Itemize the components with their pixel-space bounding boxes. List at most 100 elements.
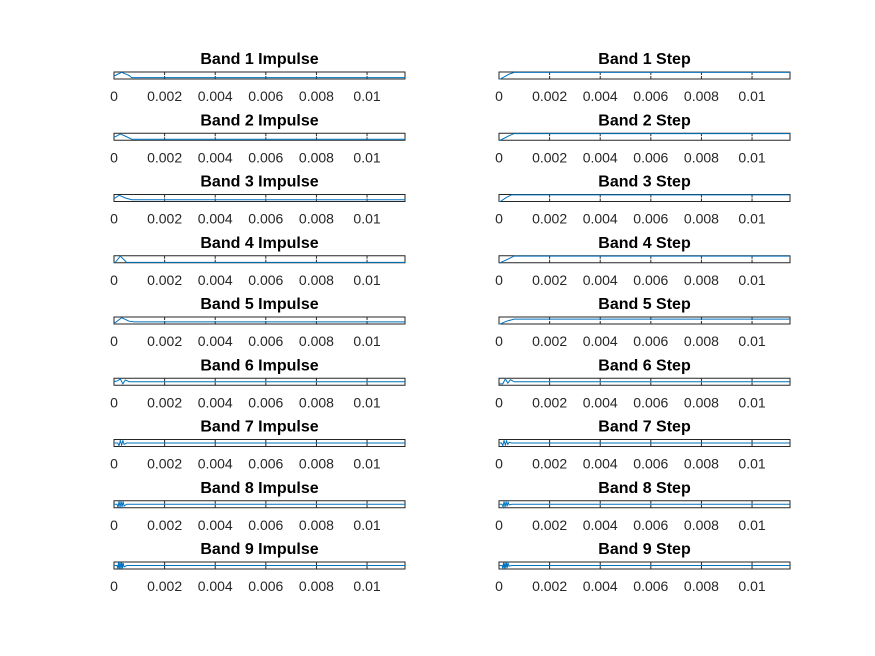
subplot-panel: Band 1 Step 0 0.002 0.004 0.006 0.008 0.01	[495, 51, 791, 104]
x-tick-label: 0.004	[583, 517, 618, 533]
x-tick-label: 0.008	[684, 211, 719, 227]
x-tick-label: 0.006	[248, 456, 283, 472]
x-tick-label: 0.004	[583, 394, 618, 410]
x-tick-label: 0.002	[532, 272, 567, 288]
subplot-panel: Band 7 Impulse 0 0.002 0.004 0.006 0.008 0.01	[110, 419, 406, 472]
subplot-title: Band 1 Impulse	[200, 51, 318, 68]
series-line	[499, 377, 790, 385]
x-tick-label: 0.01	[738, 578, 765, 594]
subplot-panel: Band 7 Step 0 0.002 0.004 0.006 0.008 0.01	[495, 419, 791, 472]
x-tick-label: 0.008	[684, 394, 719, 410]
x-tick-label: 0.008	[299, 88, 334, 104]
subplot-title: Band 8 Impulse	[200, 480, 318, 497]
axes-box	[498, 316, 791, 325]
x-tick-label: 0.004	[583, 88, 618, 104]
subplot-title: Band 2 Step	[598, 112, 691, 129]
x-tick-label: 0.004	[198, 149, 233, 165]
series-line	[114, 194, 405, 201]
series-line	[114, 71, 405, 79]
x-tick-label: 0	[495, 578, 503, 594]
x-tick-label: 0.002	[532, 578, 567, 594]
x-tick-label: 0.006	[248, 272, 283, 288]
x-tick-label: 0	[495, 517, 503, 533]
x-tick-label: 0.002	[147, 333, 182, 349]
subplot-title: Band 1 Step	[598, 51, 691, 68]
subplot-panel: Band 4 Impulse 0 0.002 0.004 0.006 0.008 0.01	[110, 235, 406, 288]
series-line	[499, 71, 790, 80]
x-tick-label: 0	[110, 394, 118, 410]
x-tick-label: 0	[495, 211, 503, 227]
subplot-panel: Band 6 Step 0 0.002 0.004 0.006 0.008 0.01	[495, 357, 791, 410]
subplot-panel: Band 5 Step 0 0.002 0.004 0.006 0.008 0.01	[495, 296, 791, 349]
subplot-panel: Band 4 Step 0 0.002 0.004 0.006 0.008 0.01	[495, 235, 791, 288]
x-tick-label: 0.004	[198, 272, 233, 288]
subplot-title: Band 3 Step	[598, 174, 691, 191]
x-tick-label: 0.006	[633, 272, 668, 288]
x-tick-label: 0.006	[633, 578, 668, 594]
x-tick-label: 0	[495, 333, 503, 349]
subplot-title: Band 6 Impulse	[200, 357, 318, 374]
x-tick-label: 0.002	[147, 272, 182, 288]
subplot-title: Band 4 Impulse	[200, 235, 318, 252]
x-tick-label: 0.008	[684, 149, 719, 165]
x-tick-label: 0.002	[147, 88, 182, 104]
x-tick-label: 0.006	[633, 517, 668, 533]
series-line	[499, 318, 790, 325]
subplot-title: Band 4 Step	[598, 235, 691, 252]
x-tick-label: 0.002	[532, 149, 567, 165]
x-tick-label: 0.01	[353, 578, 380, 594]
subplot-title: Band 8 Step	[598, 480, 691, 497]
x-tick-label: 0.002	[147, 578, 182, 594]
x-tick-label: 0.006	[248, 517, 283, 533]
x-tick-label: 0.002	[147, 149, 182, 165]
x-tick-label: 0.006	[248, 211, 283, 227]
subplot-panel: Band 2 Step 0 0.002 0.004 0.006 0.008 0.01	[495, 112, 791, 165]
x-tick-label: 0.008	[299, 333, 334, 349]
subplot-title: Band 9 Impulse	[200, 541, 318, 558]
x-tick-label: 0.01	[353, 149, 380, 165]
series-line	[114, 317, 405, 324]
x-tick-label: 0	[110, 578, 118, 594]
x-tick-label: 0.002	[147, 211, 182, 227]
axes-box	[113, 316, 406, 325]
x-tick-label: 0.008	[299, 394, 334, 410]
series-line	[114, 255, 405, 263]
x-tick-label: 0.004	[198, 578, 233, 594]
x-tick-label: 0.002	[532, 88, 567, 104]
x-tick-label: 0.01	[353, 333, 380, 349]
subplot-title: Band 3 Impulse	[200, 174, 318, 191]
x-tick-label: 0	[495, 456, 503, 472]
axes-box	[498, 194, 791, 202]
series-line	[114, 133, 405, 140]
x-tick-label: 0.006	[248, 333, 283, 349]
x-tick-label: 0.004	[198, 211, 233, 227]
x-tick-label: 0.01	[353, 456, 380, 472]
subplot-title: Band 6 Step	[598, 357, 691, 374]
x-tick-label: 0.01	[353, 88, 380, 104]
subplot-panel: Band 3 Impulse 0 0.002 0.004 0.006 0.008 0.01	[110, 174, 406, 227]
x-tick-label: 0.008	[684, 456, 719, 472]
x-tick-label: 0.002	[532, 517, 567, 533]
x-tick-label: 0.004	[583, 578, 618, 594]
x-tick-label: 0.01	[353, 272, 380, 288]
series-line	[499, 439, 790, 448]
x-tick-label: 0	[495, 394, 503, 410]
x-tick-label: 0.008	[684, 333, 719, 349]
x-tick-label: 0.002	[147, 394, 182, 410]
x-tick-label: 0.01	[738, 394, 765, 410]
subplot-panel: Band 9 Impulse 0 0.002 0.004 0.006 0.008 0.01	[110, 541, 406, 594]
x-tick-label: 0.006	[633, 211, 668, 227]
series-line	[114, 501, 405, 508]
x-tick-label: 0	[110, 272, 118, 288]
x-tick-label: 0.004	[583, 333, 618, 349]
x-tick-label: 0	[110, 333, 118, 349]
x-tick-label: 0	[110, 211, 118, 227]
x-tick-label: 0	[110, 456, 118, 472]
x-tick-label: 0.004	[583, 456, 618, 472]
series-line	[499, 255, 790, 264]
subplot-title: Band 7 Impulse	[200, 419, 318, 436]
x-tick-label: 0.01	[738, 272, 765, 288]
x-tick-label: 0.006	[248, 578, 283, 594]
x-tick-label: 0.008	[299, 578, 334, 594]
x-tick-label: 0.004	[198, 517, 233, 533]
